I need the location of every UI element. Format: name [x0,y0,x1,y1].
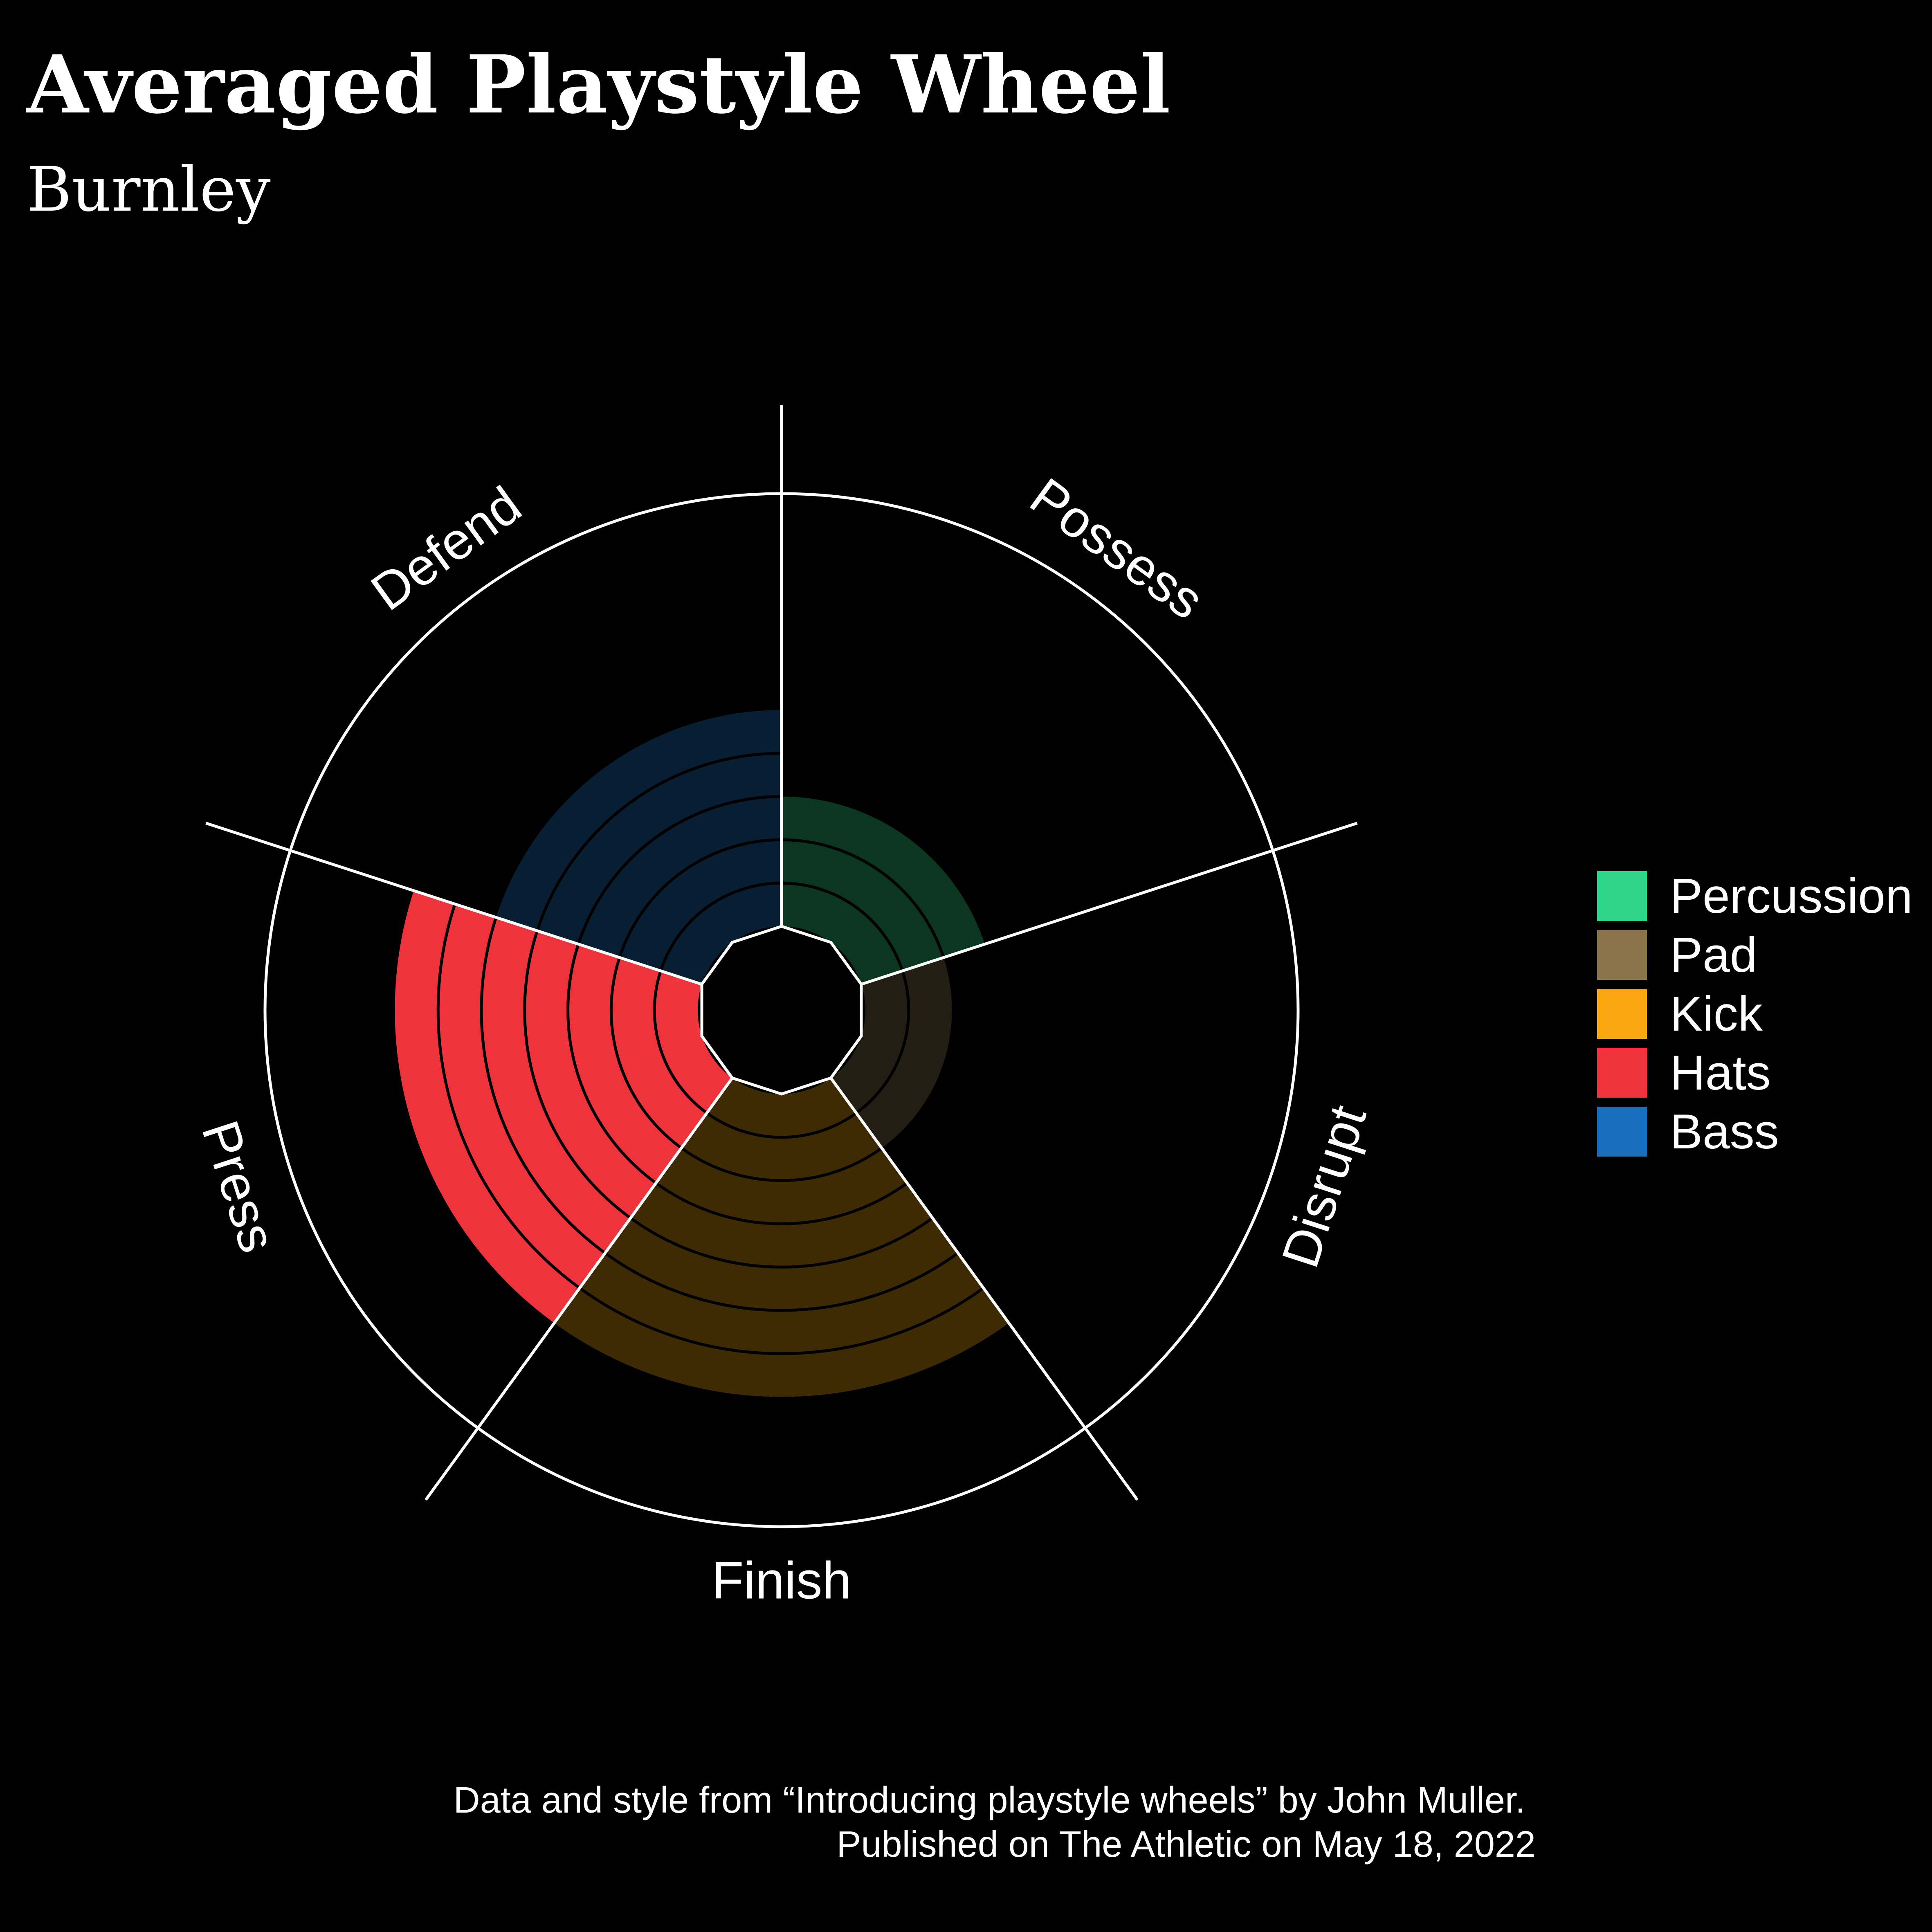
category-label-press: Press [191,1114,288,1259]
level-ring-defend [618,838,782,958]
spoke [425,1077,734,1501]
chart-subtitle: Burnley [27,154,271,225]
legend-swatch-percussion [1597,871,1647,921]
level-ring-possess [781,838,945,958]
legend-swatch-bass [1597,1107,1647,1157]
bar-press [395,890,732,1323]
level-ring-finish [604,1251,959,1312]
level-ring-press [653,970,708,1114]
wheel-segments [395,710,1009,1397]
legend-label-bass: Bass [1670,1104,1779,1159]
level-ring-press [609,957,683,1149]
legend-label-hats: Hats [1670,1045,1771,1100]
level-ring-finish [706,1112,857,1139]
level-ring-disrupt [855,970,910,1114]
legend-label-percussion: Percussion [1670,869,1913,923]
level-ring-defend [577,795,782,945]
bar-finish [554,1078,1009,1397]
level-ring-finish [655,1182,908,1225]
spoke [829,1077,1139,1501]
category-label-possess: Possess [1020,467,1214,630]
level-ring-press [566,944,657,1184]
inner-hole [700,925,863,1096]
level-ring-defend [659,881,782,972]
bar-defend [496,710,782,984]
legend-label-kick: Kick [1670,986,1763,1041]
bar-possess [782,796,985,984]
caption-line-1: Data and style from “Introducing playsty… [454,1780,1525,1821]
category-label-finish: Finish [712,1552,851,1610]
legend-swatch-pad [1597,930,1647,980]
level-ring-possess [781,881,904,972]
bar-disrupt [831,957,952,1148]
level-ring-finish [629,1217,934,1269]
chart-title: Averaged Playstyle Wheel [26,38,1170,131]
category-label-disrupt: Disrupt [1271,1099,1377,1274]
level-ring-press [523,930,631,1220]
level-ring-press [436,903,581,1289]
category-label-defend: Defend [361,475,532,622]
caption-line-2: Published on The Athletic on May 18, 202… [836,1824,1536,1865]
spoke [205,822,703,986]
spoke [860,822,1358,986]
legend-swatch-kick [1597,989,1647,1039]
level-ring-finish [681,1147,883,1182]
legend-label-pad: Pad [1670,928,1757,982]
level-ring-press [480,917,606,1254]
wheel-grid [205,405,1358,1528]
level-ring-finish [579,1287,984,1355]
legend-swatch-hats [1597,1048,1647,1098]
level-ring-defend [536,752,782,931]
